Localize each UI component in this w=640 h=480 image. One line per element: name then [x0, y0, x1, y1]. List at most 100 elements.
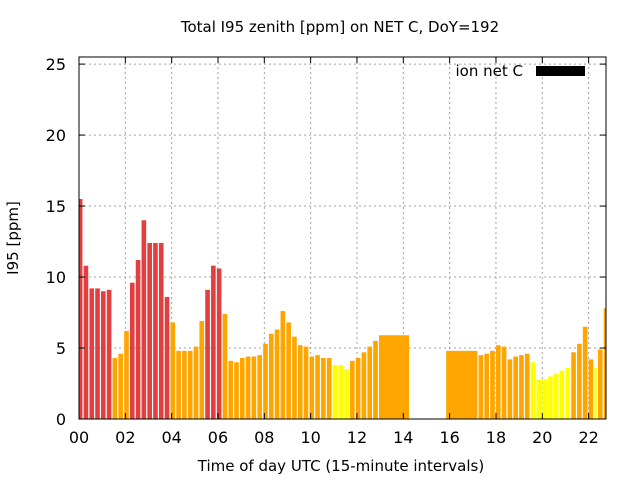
bar	[507, 359, 513, 419]
bar	[321, 357, 326, 419]
bar	[367, 346, 373, 419]
y-tick-label: 0	[56, 410, 66, 429]
bar	[571, 352, 576, 419]
bar	[187, 350, 193, 419]
x-tick-label: 06	[208, 428, 228, 447]
bar	[83, 265, 89, 419]
x-tick-label: 22	[578, 428, 598, 447]
grid-lines	[79, 57, 606, 419]
bar	[234, 362, 239, 419]
y-tick-label: 10	[46, 268, 66, 287]
bar	[89, 288, 95, 419]
bar	[603, 308, 606, 419]
bar	[536, 379, 542, 419]
bar	[182, 350, 187, 419]
bar	[106, 289, 112, 419]
bar	[350, 360, 355, 419]
bar	[478, 355, 484, 419]
x-tick-label: 14	[393, 428, 413, 447]
x-tick-label: 18	[486, 428, 506, 447]
y-tick-label: 25	[46, 55, 66, 74]
bar	[245, 356, 251, 419]
bar	[548, 376, 553, 419]
bar-series	[79, 198, 606, 419]
bar	[553, 373, 559, 419]
bar	[501, 346, 507, 419]
bar	[268, 333, 274, 419]
bar	[446, 350, 478, 419]
bar	[524, 353, 530, 419]
x-tick-label: 10	[300, 428, 320, 447]
bar	[495, 345, 501, 419]
bar	[228, 360, 234, 419]
plot-frame	[78, 56, 607, 420]
y-tick-label: 5	[56, 339, 66, 358]
bar	[565, 367, 571, 419]
bar	[135, 260, 141, 419]
bar	[280, 311, 286, 419]
bar	[164, 296, 170, 419]
bar	[303, 346, 309, 419]
bar	[118, 353, 124, 419]
bar	[513, 356, 518, 419]
bar	[355, 357, 361, 419]
bar	[205, 289, 210, 419]
x-tick-label: 08	[254, 428, 274, 447]
x-tick-label: 00	[69, 428, 89, 447]
bar	[542, 379, 547, 419]
bar	[490, 350, 495, 419]
bar	[193, 346, 199, 419]
legend-label: ion net C	[456, 62, 523, 80]
bar	[378, 335, 410, 419]
bar	[216, 268, 222, 419]
bar	[263, 343, 268, 419]
bar	[315, 355, 320, 419]
x-tick-label: 16	[439, 428, 459, 447]
bar	[594, 367, 597, 419]
bar	[484, 353, 490, 419]
axis-ticks: 00 02 04 06 08 10 12 14 16 18 20 22 0 5 10 15 20 25	[46, 55, 606, 447]
bar	[141, 220, 147, 419]
bar	[95, 288, 100, 419]
bar	[338, 365, 344, 419]
bar	[112, 357, 118, 419]
bar	[176, 350, 181, 419]
x-axis-title: Time of day UTC (15-minute intervals)	[197, 457, 484, 475]
bar	[559, 370, 565, 419]
bar	[286, 322, 291, 419]
chart-title: Total I95 zenith [ppm] on NET C, DoY=192	[180, 18, 499, 36]
x-tick-label: 02	[115, 428, 135, 447]
bar	[309, 356, 315, 419]
bar	[361, 352, 367, 419]
bar	[588, 359, 594, 419]
bar	[519, 355, 524, 419]
legend: ion net C	[456, 62, 585, 80]
bar	[251, 356, 257, 419]
bar	[199, 321, 205, 419]
bar	[101, 291, 106, 419]
bar	[326, 357, 332, 419]
x-tick-label: 12	[347, 428, 367, 447]
legend-swatch	[536, 66, 585, 76]
bar	[158, 242, 164, 419]
x-tick-label: 04	[161, 428, 181, 447]
bar	[129, 282, 135, 419]
bar	[332, 365, 338, 419]
bar	[530, 362, 536, 419]
bar	[170, 322, 176, 419]
bar	[274, 329, 280, 419]
bar	[597, 349, 603, 419]
bar	[344, 369, 349, 419]
bar	[222, 313, 228, 419]
bar	[257, 355, 263, 419]
x-tick-label: 20	[532, 428, 552, 447]
bar	[147, 242, 152, 419]
y-tick-label: 15	[46, 197, 66, 216]
bar	[577, 343, 582, 419]
bar	[373, 340, 378, 419]
bar	[297, 345, 303, 419]
bar	[124, 330, 129, 419]
bar	[292, 336, 297, 419]
bar	[79, 198, 83, 419]
bar	[582, 326, 588, 419]
